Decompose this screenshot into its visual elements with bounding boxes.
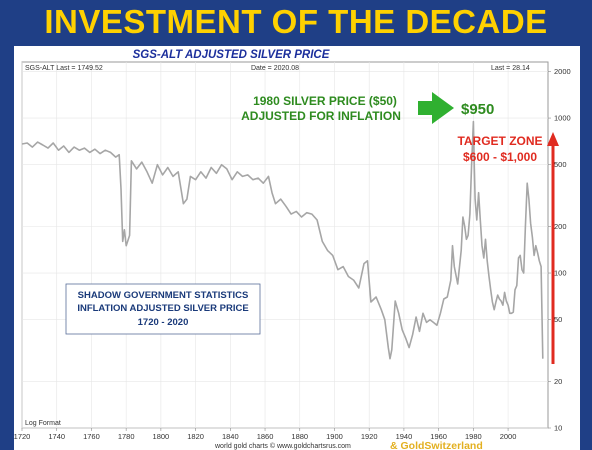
x-tick-label: 1980 <box>465 432 482 441</box>
y-axis: 10 20 50 100 200 500 1000 2000 <box>548 67 571 433</box>
y-tick-label: 20 <box>554 377 562 386</box>
goldswitzerland-brand: & GoldSwitzerland <box>390 440 483 450</box>
info-box <box>65 283 261 335</box>
green-arrow-icon <box>418 92 454 124</box>
x-tick-label: 1860 <box>257 432 274 441</box>
series-group <box>21 120 544 360</box>
header-right: Last = 28.14 <box>491 65 530 72</box>
x-tick-label: 1840 <box>222 432 239 441</box>
peak-value-label: $950 <box>461 101 494 118</box>
x-tick-label: 1920 <box>361 432 378 441</box>
info-box-line3: 1720 - 2020 <box>138 317 189 328</box>
x-axis: 1720 1740 1760 1780 1800 1820 1840 1860 1880 1900… <box>14 428 516 441</box>
chart-panel: 1720 1740 1760 1780 1800 1820 1840 1860 1880 1900… <box>14 46 580 450</box>
x-tick-label: 1900 <box>326 432 343 441</box>
y-tick-label: 10 <box>554 424 562 433</box>
y-tick-label: 50 <box>554 315 562 324</box>
x-tick-label: 1820 <box>187 432 204 441</box>
x-tick-label: 1940 <box>396 432 413 441</box>
x-tick-label: 1740 <box>48 432 65 441</box>
y-tick-label: 2000 <box>554 67 571 76</box>
peak-annotation-line1: 1980 SILVER PRICE ($50) <box>253 94 397 108</box>
peak-annotation-line2: ADJUSTED FOR INFLATION <box>241 109 401 123</box>
target-zone-line2: $600 - $1,000 <box>463 150 537 164</box>
series-line-sgs-alt <box>21 120 544 360</box>
y-tick-label: 100 <box>554 269 567 278</box>
y-tick-label: 500 <box>554 160 567 169</box>
x-tick-label: 1760 <box>83 432 100 441</box>
chart-title: SGS-ALT ADJUSTED SILVER PRICE <box>133 49 330 61</box>
red-arrow-icon <box>547 132 559 146</box>
x-tick-label: 1720 <box>14 432 30 441</box>
x-tick-label: 1880 <box>291 432 308 441</box>
x-tick-label: 1960 <box>430 432 447 441</box>
header-left: SGS-ALT Last = 1749.52 <box>25 65 103 72</box>
y-tick-label: 200 <box>554 222 567 231</box>
y-tick-label: 1000 <box>554 114 571 123</box>
header-center: Date = 2020.08 <box>251 65 299 72</box>
headline: INVESTMENT OF THE DECADE <box>44 3 548 40</box>
target-zone-line1: TARGET ZONE <box>457 134 542 148</box>
x-tick-label: 1800 <box>153 432 170 441</box>
x-tick-label: 2000 <box>500 432 517 441</box>
silver-price-chart: 1720 1740 1760 1780 1800 1820 1840 1860 1880 1900… <box>14 49 571 450</box>
source-credit: world gold charts © www.goldchartsrus.co… <box>214 442 351 450</box>
info-box-line1: SHADOW GOVERNMENT STATISTICS <box>78 290 249 301</box>
plot-area <box>21 61 549 429</box>
x-tick-label: 1780 <box>118 432 135 441</box>
info-box-line2: INFLATION ADJUSTED SILVER PRICE <box>77 303 248 314</box>
log-format-label: Log Format <box>25 420 61 427</box>
